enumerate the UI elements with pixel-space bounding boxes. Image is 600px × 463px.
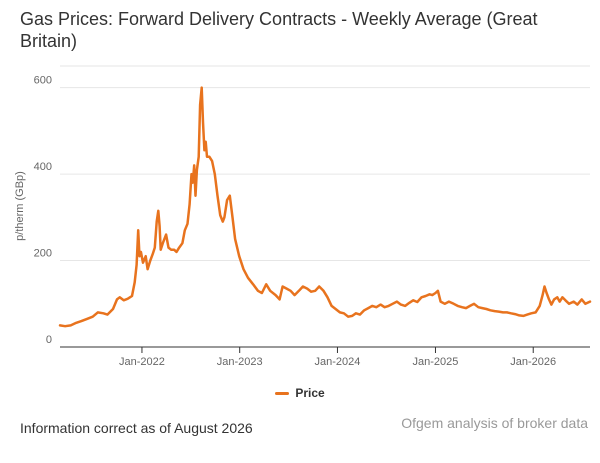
grid-lines — [60, 65, 590, 262]
chart-title: Gas Prices: Forward Delivery Contracts -… — [20, 9, 538, 51]
y-axis-label: p/therm (GBp) — [14, 171, 26, 241]
x-tick-label: Jan-2022 — [119, 356, 165, 368]
legend-swatch-icon — [275, 392, 290, 396]
footer-note: Information correct as of August 2026 — [20, 420, 253, 436]
series-line-price[interactable] — [58, 86, 592, 328]
y-tick-label: 600 — [34, 75, 52, 87]
y-tick-label: 0 — [46, 334, 52, 346]
series-layer — [58, 86, 592, 328]
x-tick-label: Jan-2024 — [315, 356, 361, 368]
footer-source: Ofgem analysis of broker data — [401, 415, 588, 431]
y-tick-label: 200 — [34, 248, 52, 260]
x-tick-label: Jan-2023 — [217, 356, 263, 368]
x-axis: Jan-2022 Jan-2023 Jan-2024 Jan-2025 Jan-2026 — [60, 346, 590, 368]
x-tick-label: Jan-2025 — [413, 356, 459, 368]
x-tick-label: Jan-2026 — [510, 356, 556, 368]
y-tick-label: 400 — [34, 161, 52, 173]
legend[interactable]: Price — [0, 386, 600, 400]
y-axis-ticks: 0 200 400 600 — [34, 75, 52, 346]
legend-item-price[interactable]: Price — [295, 386, 325, 400]
